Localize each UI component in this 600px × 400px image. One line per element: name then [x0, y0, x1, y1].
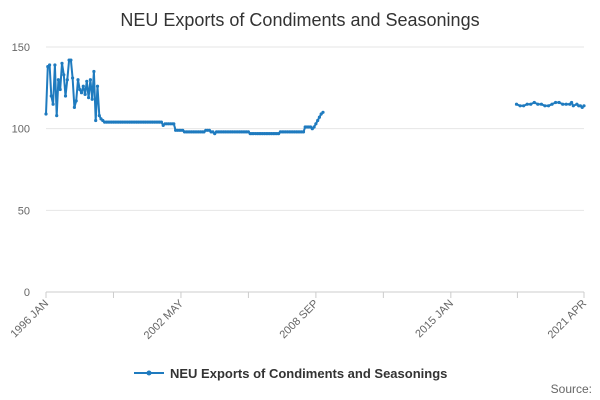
data-point[interactable] — [63, 94, 68, 98]
data-point[interactable] — [571, 104, 575, 108]
data-point[interactable] — [317, 115, 321, 119]
data-point[interactable] — [51, 102, 55, 106]
data-point[interactable] — [88, 78, 92, 82]
data-point[interactable] — [56, 78, 61, 82]
data-point[interactable] — [546, 104, 551, 108]
data-point[interactable] — [543, 104, 547, 108]
data-point[interactable] — [550, 102, 554, 106]
data-point[interactable] — [570, 100, 574, 105]
data-point[interactable] — [55, 114, 59, 118]
data-point[interactable] — [532, 100, 536, 105]
data-point[interactable] — [159, 120, 163, 124]
y-tick-label: 50 — [18, 205, 30, 217]
data-point[interactable] — [94, 118, 98, 123]
chart-title: NEU Exports of Condiments and Seasonings — [120, 10, 479, 30]
data-point[interactable] — [58, 87, 62, 92]
data-point[interactable] — [522, 104, 526, 108]
legend-label: NEU Exports of Condiments and Seasonings — [170, 366, 447, 381]
x-tick-label: 1996 JAN — [8, 298, 51, 341]
data-point[interactable] — [554, 100, 558, 105]
data-point[interactable] — [316, 118, 320, 123]
x-tick-label: 2015 JAN — [413, 298, 456, 341]
legend-point-marker — [146, 370, 152, 376]
grid — [46, 46, 584, 293]
data-point[interactable] — [85, 79, 89, 83]
x-tick-label: 2008 SEP — [277, 298, 321, 342]
data-point[interactable] — [314, 122, 318, 126]
data-point[interactable] — [83, 92, 87, 96]
y-tick-label: 150 — [12, 42, 30, 54]
data-point[interactable] — [71, 76, 75, 80]
series-layer — [44, 58, 586, 136]
y-axis: 0 50 100 150 — [12, 42, 30, 299]
data-point[interactable] — [74, 99, 78, 103]
legend[interactable]: NEU Exports of Condiments and Seasonings — [134, 366, 447, 381]
data-point[interactable] — [539, 102, 544, 106]
data-point[interactable] — [525, 102, 529, 106]
data-point[interactable] — [301, 130, 306, 134]
data-point[interactable] — [87, 96, 91, 100]
data-point[interactable] — [53, 63, 57, 67]
data-point[interactable] — [172, 122, 176, 126]
data-point[interactable] — [81, 84, 85, 88]
data-point[interactable] — [72, 105, 76, 109]
data-point[interactable] — [60, 61, 64, 65]
data-point[interactable] — [65, 78, 69, 82]
data-point[interactable] — [95, 84, 100, 88]
data-point[interactable] — [536, 102, 540, 106]
data-point[interactable] — [518, 104, 522, 108]
data-point[interactable] — [76, 78, 80, 82]
y-tick-label: 100 — [12, 124, 30, 136]
data-point[interactable] — [79, 91, 84, 95]
data-point[interactable] — [78, 87, 82, 92]
x-axis: 1996 JAN 2002 MAY 2008 SEP 2015 JAN 2021 APR — [8, 292, 589, 342]
data-point[interactable] — [90, 97, 94, 101]
data-point[interactable] — [557, 100, 561, 105]
data-point[interactable] — [92, 69, 96, 74]
y-tick-label: 0 — [24, 287, 30, 299]
data-point[interactable] — [564, 102, 568, 106]
data-point[interactable] — [514, 102, 519, 106]
data-point[interactable] — [561, 102, 565, 106]
data-point[interactable] — [69, 58, 73, 62]
data-point[interactable] — [97, 114, 101, 118]
data-point[interactable] — [312, 125, 316, 129]
data-point[interactable] — [529, 102, 533, 106]
x-tick-label: 2021 APR — [546, 298, 590, 342]
data-point[interactable] — [44, 112, 48, 116]
data-point[interactable] — [48, 63, 52, 67]
source-label[interactable]: Source: — [550, 382, 592, 396]
x-tick-label: 2002 MAY — [142, 297, 187, 342]
data-point[interactable] — [582, 104, 586, 108]
data-point[interactable] — [321, 110, 325, 114]
data-point[interactable] — [49, 94, 53, 98]
data-point[interactable] — [62, 73, 66, 77]
